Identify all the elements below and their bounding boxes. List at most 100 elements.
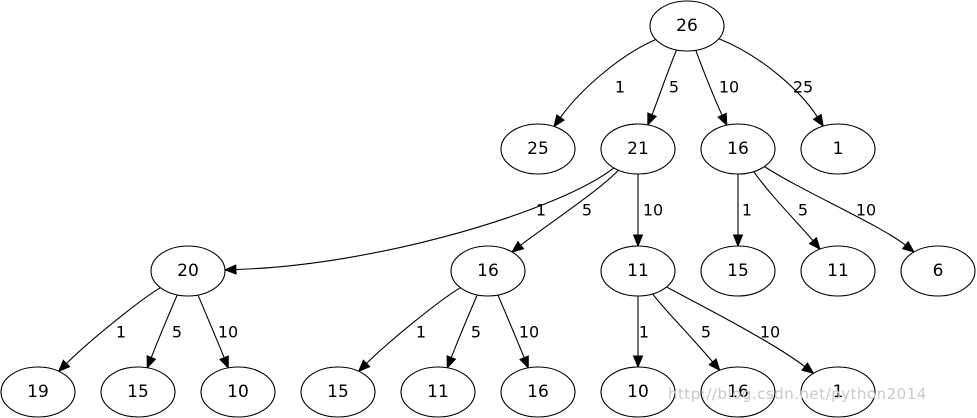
node-n15b: 15	[100, 366, 176, 418]
node-n16b: 16	[450, 245, 526, 297]
edge-label: 10	[760, 323, 780, 342]
edge-n26-n1a: 25	[718, 38, 824, 128]
arrowhead	[717, 112, 728, 127]
node-n10a: 10	[200, 366, 276, 418]
node-ellipse	[100, 366, 176, 418]
node-ellipse	[150, 245, 226, 297]
edge-n11a-n1b: 10	[666, 286, 815, 375]
node-ellipse	[600, 245, 676, 297]
edge-label: 5	[172, 323, 182, 342]
node-ellipse	[900, 245, 976, 297]
edge-line	[753, 171, 814, 242]
node-n21: 21	[600, 123, 676, 175]
node-ellipse	[500, 366, 576, 418]
arrowhead	[519, 355, 529, 370]
edge-n11a-n16d: 5	[652, 293, 721, 372]
edge-line	[718, 38, 818, 118]
node-label: 16	[727, 382, 749, 402]
edge-label: 10	[856, 201, 876, 220]
arrowhead	[808, 236, 821, 251]
edge-label: 1	[639, 323, 649, 342]
node-n11a: 11	[600, 245, 676, 297]
node-n6: 6	[900, 245, 976, 297]
node-ellipse	[500, 123, 576, 175]
edge-line	[150, 294, 178, 358]
edge-n21-n20: 1	[223, 167, 615, 275]
node-label: 10	[227, 382, 249, 402]
edge-n16a-n11b: 5	[753, 171, 821, 251]
node-ellipse	[450, 245, 526, 297]
node-n16d: 16	[700, 366, 776, 418]
edge-line	[764, 166, 906, 246]
arrowhead	[632, 234, 644, 248]
node-ellipse	[300, 366, 376, 418]
edge-label: 5	[798, 201, 808, 220]
node-n26: 26	[649, 0, 725, 52]
node-n11c: 11	[400, 366, 476, 418]
node-label: 20	[177, 261, 199, 281]
node-label: 11	[427, 382, 449, 402]
edge-line	[651, 49, 678, 115]
arrowhead	[553, 114, 565, 128]
arrowhead	[647, 112, 658, 127]
edge-label: 5	[471, 323, 481, 342]
edge-line	[197, 294, 225, 358]
edge-label: 1	[536, 201, 546, 220]
edge-line	[559, 38, 657, 118]
edge-n16a-n6: 10	[764, 166, 916, 253]
edge-line	[652, 293, 714, 363]
edge-n16a-n15a: 1	[732, 174, 752, 248]
edge-label: 1	[116, 323, 126, 342]
node-label: 16	[727, 139, 749, 159]
edge-line	[235, 167, 615, 271]
node-n16c: 16	[500, 366, 576, 418]
edge-n20-n19: 1	[57, 287, 161, 373]
edge-label: 1	[742, 201, 752, 220]
node-label: 6	[933, 261, 944, 281]
node-n19: 19	[0, 366, 76, 418]
node-label: 21	[627, 139, 649, 159]
arrowhead	[708, 358, 721, 372]
watermark-text: http://blog.csdn.net/python2014	[668, 385, 927, 403]
arrowhead	[632, 355, 644, 369]
arrowhead	[901, 240, 916, 253]
arrowhead	[801, 362, 815, 375]
edge-line	[366, 287, 461, 364]
edge-label: 1	[615, 78, 625, 97]
edge-n16b-n15c: 1	[357, 287, 461, 373]
edge-n11a-n10b: 1	[632, 295, 649, 369]
edge-label: 5	[669, 78, 679, 97]
node-n15a: 15	[700, 245, 776, 297]
node-ellipse	[700, 123, 776, 175]
node-ellipse	[649, 0, 725, 52]
edges-layer: 1 5 10 251 5 10 1 5 101 5 10 1 5 10 1 5 10	[57, 38, 916, 375]
edge-n26-n21: 5	[647, 49, 679, 127]
edge-label: 1	[416, 323, 426, 342]
node-label: 19	[27, 382, 49, 402]
edge-line	[450, 294, 478, 358]
node-ellipse	[600, 123, 676, 175]
edge-n26-n25: 1	[553, 38, 657, 128]
arrowhead	[146, 355, 157, 370]
edge-label: 10	[519, 323, 539, 342]
edge-line	[520, 169, 619, 246]
edge-line	[695, 50, 723, 116]
node-n25: 25	[500, 123, 576, 175]
edge-label: 10	[218, 323, 238, 342]
edge-label: 10	[719, 78, 739, 97]
node-label: 1	[833, 139, 844, 159]
edge-n16b-n11c: 5	[446, 294, 481, 370]
arrowhead	[812, 113, 824, 128]
node-n10b: 10	[600, 366, 676, 418]
edge-label: 25	[793, 78, 813, 97]
node-ellipse	[800, 123, 876, 175]
node-ellipse	[800, 366, 876, 418]
node-ellipse	[800, 245, 876, 297]
node-ellipse	[400, 366, 476, 418]
arrowhead	[219, 355, 229, 370]
arrowhead	[57, 359, 71, 373]
edge-n21-n16b: 5	[511, 169, 619, 253]
node-label: 15	[127, 382, 149, 402]
node-label: 26	[676, 16, 698, 36]
